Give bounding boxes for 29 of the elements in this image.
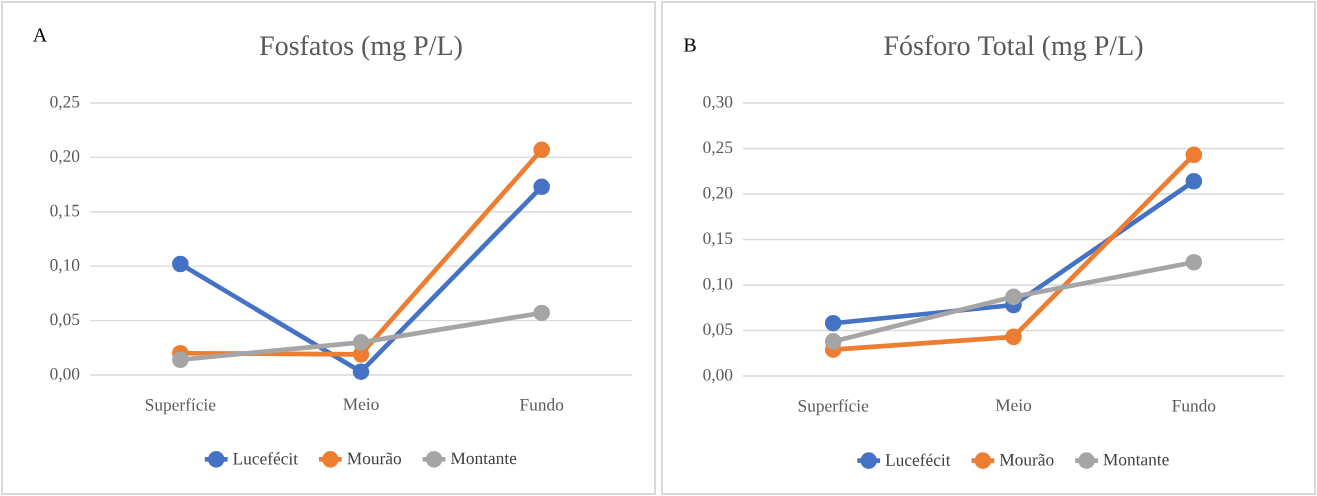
legend-label: Montante bbox=[1103, 453, 1169, 466]
legend-label: Mourão bbox=[999, 453, 1054, 466]
x-tick-label: Fundo bbox=[520, 398, 564, 411]
y-tick-label: 0,25 bbox=[50, 95, 80, 111]
y-tick-label: 0,15 bbox=[703, 232, 733, 247]
y-tick-label: 0,10 bbox=[50, 259, 80, 274]
text: A bbox=[32, 28, 48, 42]
y-tick-label: 0,20 bbox=[50, 150, 80, 165]
text: B bbox=[683, 38, 696, 52]
y-tick-label: 0,10 bbox=[703, 277, 733, 293]
x-tick-label: Superfície bbox=[798, 399, 869, 416]
x-tick-label: Meio bbox=[995, 399, 1032, 412]
x-tick-label: Fundo bbox=[1172, 399, 1216, 412]
y-tick-label: 0,05 bbox=[50, 313, 80, 328]
legend-label: Lucefécit bbox=[233, 452, 298, 465]
x-tick-label: Superfície bbox=[145, 398, 216, 415]
x-tick-label: Meio bbox=[343, 398, 379, 411]
legend-label: Mourão bbox=[347, 452, 402, 465]
y-tick-label: 0,30 bbox=[703, 95, 733, 111]
legend-label: Montante bbox=[450, 452, 517, 465]
y-tick-label: 0,25 bbox=[703, 141, 733, 156]
y-tick-label: 0,15 bbox=[50, 204, 80, 219]
y-tick-label: 0,00 bbox=[703, 368, 733, 384]
y-tick-label: 0,20 bbox=[703, 186, 733, 202]
legend-label: Lucefécit bbox=[885, 453, 951, 466]
chart-title: Fosfatos (mg P/L) bbox=[259, 35, 462, 61]
chart-title: Fósforo Total (mg P/L) bbox=[884, 35, 1143, 61]
y-tick-label: 0,05 bbox=[703, 323, 733, 338]
y-tick-label: 0,00 bbox=[50, 367, 80, 383]
